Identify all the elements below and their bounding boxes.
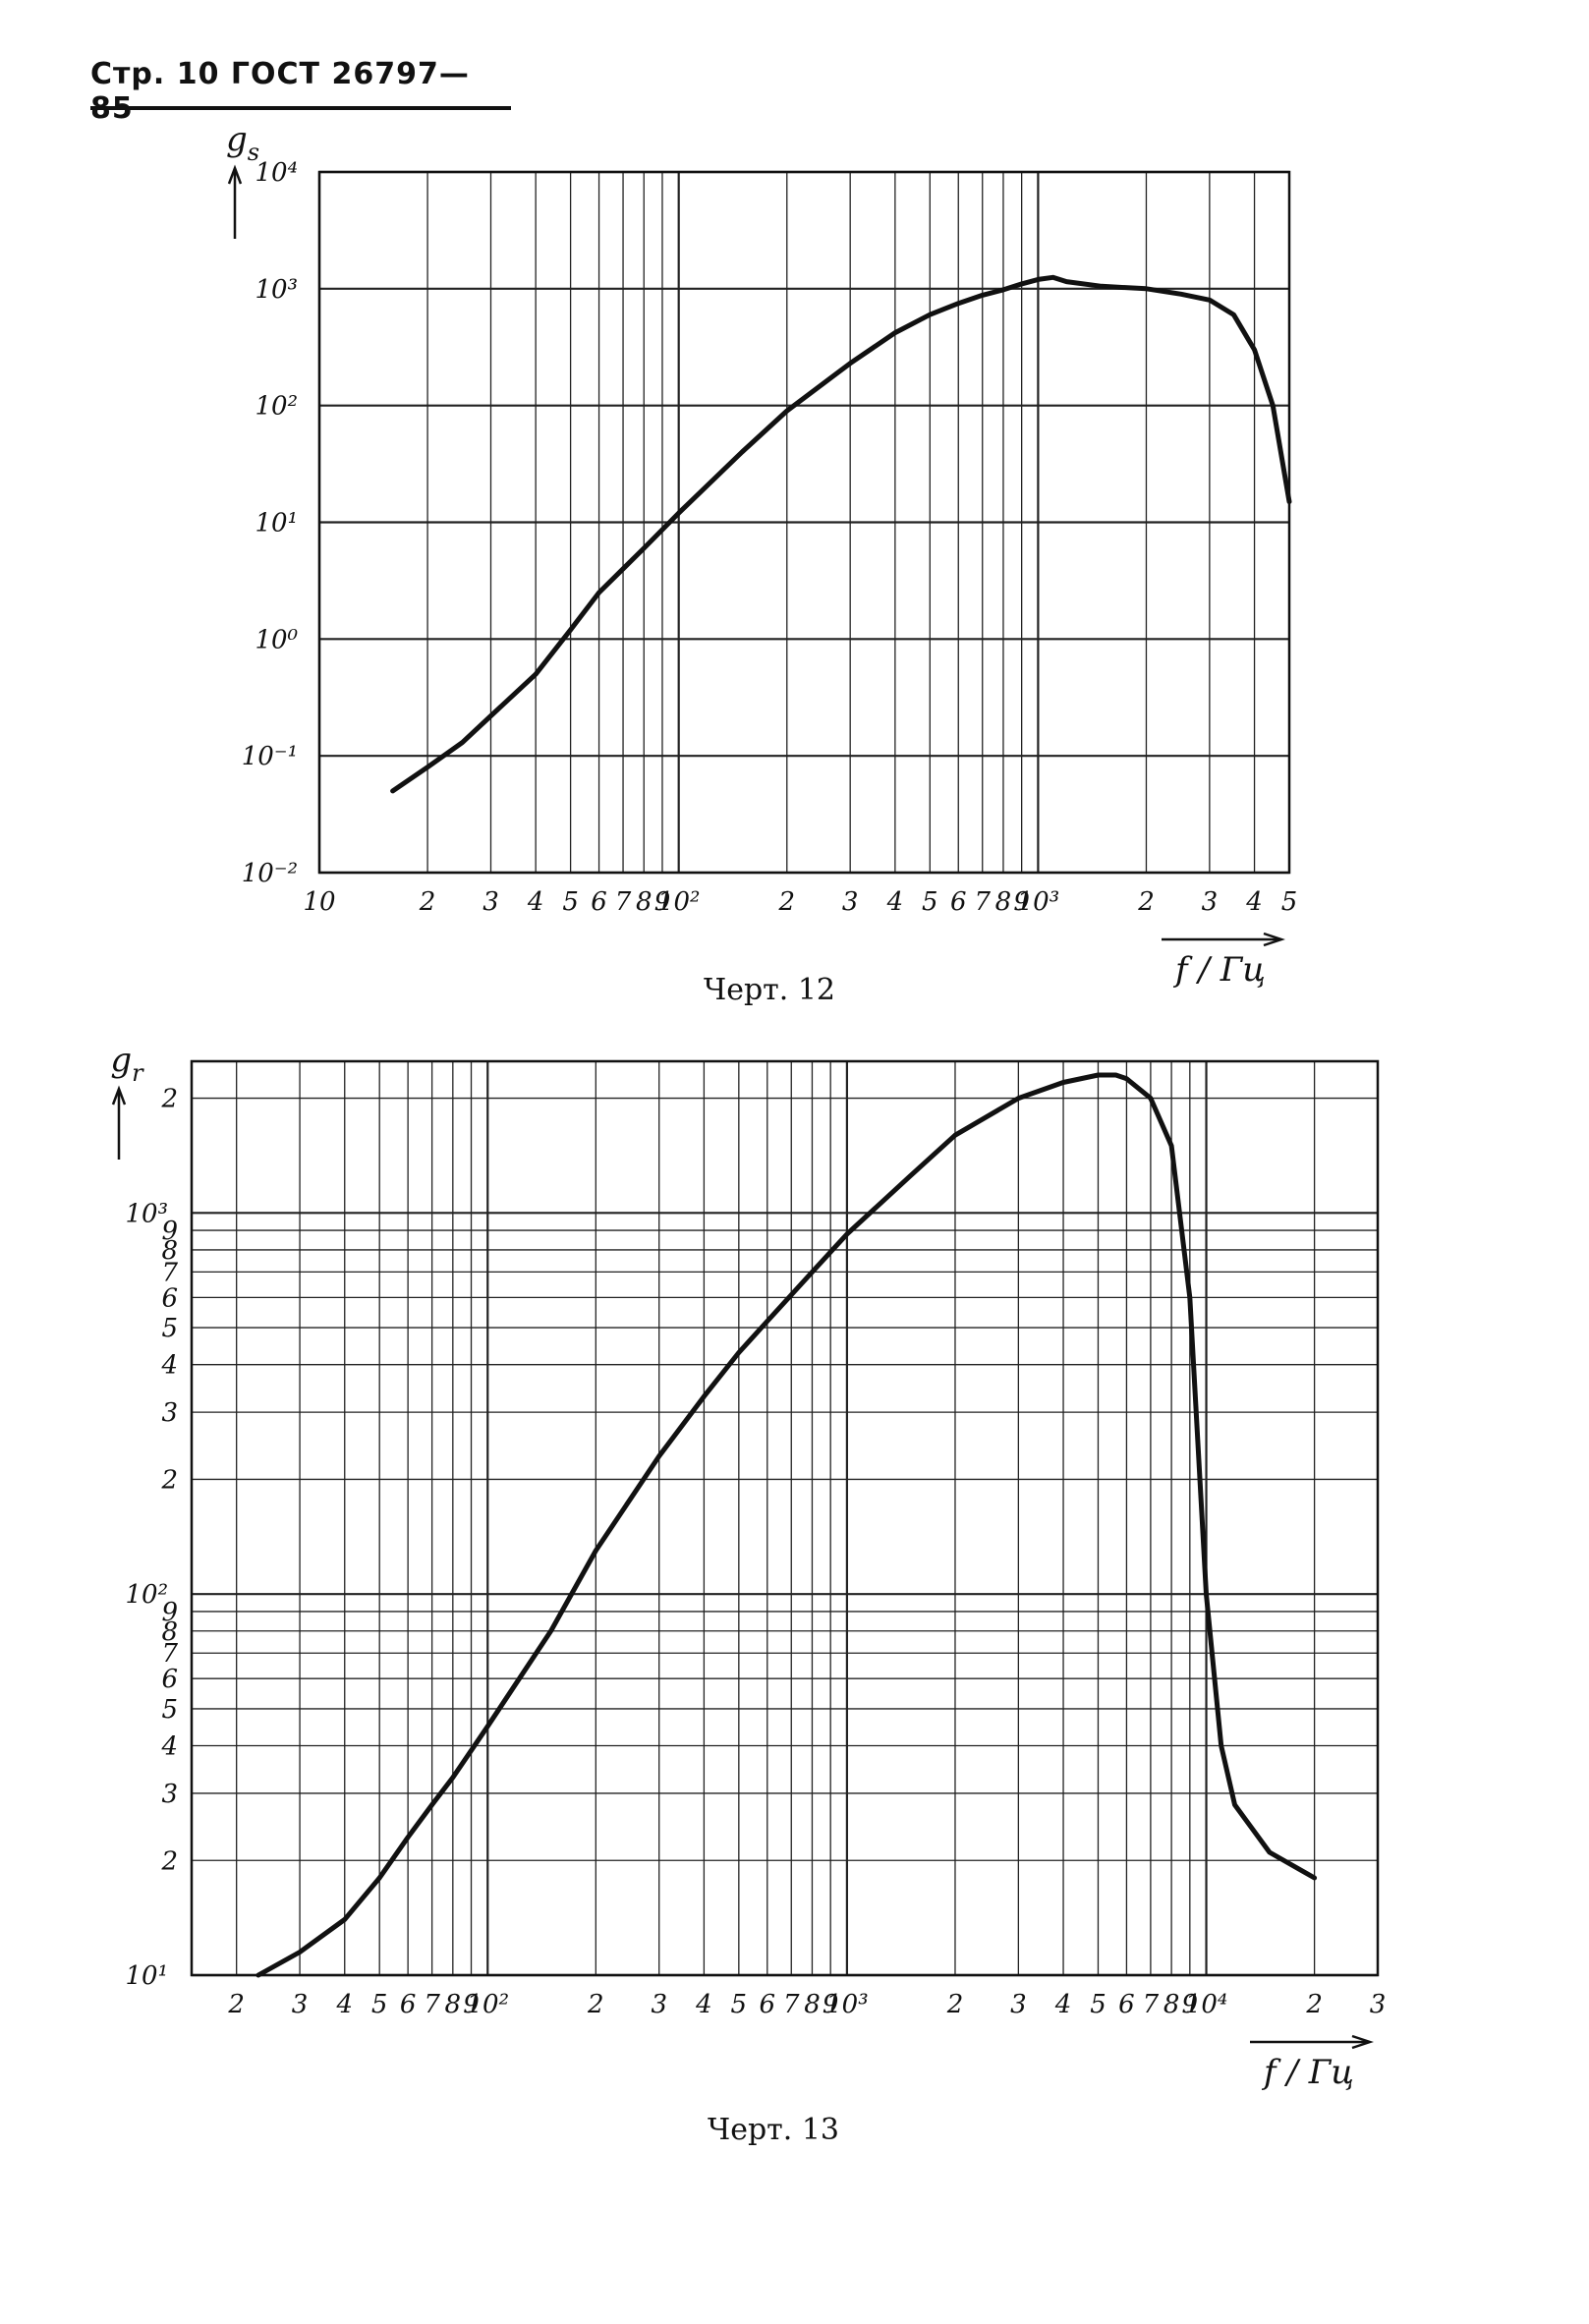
x-tick-label: 5 (1090, 1990, 1107, 2019)
x-axis-arrowhead (1263, 932, 1285, 947)
y-tick-label: 10² (125, 1580, 168, 1610)
x-tick-label: 10² (466, 1990, 509, 2019)
chart-12: gs (226, 120, 1292, 947)
y-tick-label: 10⁻² (242, 859, 298, 888)
x-tick-label: 2 (946, 1990, 964, 2019)
data-curve (390, 274, 1292, 794)
x-tick-label: 4 (1054, 1990, 1072, 2019)
y-axis-label: gr (110, 1041, 144, 1087)
x-tick-label: 6 (1118, 1990, 1135, 2019)
y-tick-label: 4 (160, 1351, 178, 1381)
x-tick-label: 2 (587, 1990, 604, 2019)
x-tick-label: 9 (1182, 1990, 1199, 2019)
chart-13: gr (110, 1041, 1380, 2050)
x-tick-label: 3 (1202, 887, 1219, 917)
y-axis-arrowhead (111, 1085, 127, 1105)
x-tick-label: 2 (1137, 887, 1155, 917)
x-tick-label: 5 (731, 1990, 748, 2019)
x-tick-label: 4 (695, 1990, 712, 2019)
y-tick-label: 9 (161, 1217, 178, 1246)
x-tick-label: 8 (1163, 1990, 1180, 2019)
y-tick-label: 10⁴ (255, 158, 298, 188)
y-tick-label: 7 (161, 1639, 178, 1669)
y-tick-label: 8 (161, 1236, 178, 1266)
y-tick-label: 10³ (125, 1199, 168, 1228)
x-tick-label: 2 (419, 887, 436, 917)
x-tick-label: 6 (591, 887, 607, 917)
x-tick-label: 5 (1281, 887, 1298, 917)
x-axis-arrowhead (1351, 2034, 1374, 2050)
x-tick-label: 3 (842, 887, 859, 917)
y-tick-label: 10⁰ (255, 625, 298, 654)
x-tick-label: 6 (400, 1990, 417, 2019)
x-tick-label: 10 (303, 887, 335, 917)
x-tick-label: 7 (615, 887, 632, 917)
x-tick-label: 5 (922, 887, 938, 917)
x-tick-label: 6 (950, 887, 967, 917)
y-tick-label: 10¹ (125, 1961, 168, 1991)
x-tick-label: 4 (1245, 887, 1263, 917)
x-tick-label: 3 (1010, 1990, 1027, 2019)
x-tick-label: 2 (227, 1990, 245, 2019)
x-tick-label: 3 (651, 1990, 667, 2019)
x-axis-label: f / Гц (1261, 2053, 1354, 2092)
x-tick-label: 9 (823, 1990, 839, 2019)
data-curve (255, 1072, 1318, 1978)
x-tick-label: 8 (445, 1990, 462, 2019)
x-tick-label: 3 (292, 1990, 309, 2019)
chart-12-caption: Черт. 12 (704, 973, 835, 1007)
y-tick-label: 9 (161, 1598, 178, 1627)
y-tick-label: 10² (255, 392, 298, 422)
x-tick-label: 4 (886, 887, 904, 917)
y-tick-label: 7 (161, 1258, 178, 1287)
x-tick-label: 6 (760, 1990, 776, 2019)
y-tick-label: 8 (161, 1617, 178, 1647)
y-tick-label: 2 (160, 1085, 178, 1114)
x-tick-label: 3 (1370, 1990, 1387, 2019)
y-tick-label: 2 (160, 1846, 178, 1876)
x-tick-label: 7 (974, 887, 991, 917)
y-tick-label: 10¹ (255, 509, 298, 538)
x-tick-label: 3 (482, 887, 499, 917)
x-tick-label: 9 (1013, 887, 1030, 917)
y-tick-label: 5 (161, 1314, 178, 1343)
x-axis-label: f / Гц (1172, 950, 1266, 990)
x-tick-label: 10³ (1017, 887, 1060, 917)
x-tick-label: 5 (562, 887, 579, 917)
x-tick-label: 7 (1143, 1990, 1160, 2019)
x-tick-label: 2 (1305, 1990, 1323, 2019)
x-tick-label: 8 (636, 887, 653, 917)
x-tick-label: 10² (657, 887, 701, 917)
y-tick-label: 2 (160, 1465, 178, 1495)
x-tick-label: 8 (804, 1990, 821, 2019)
y-tick-label: 10⁻¹ (242, 742, 298, 771)
x-tick-label: 4 (335, 1990, 353, 2019)
y-tick-label: 4 (160, 1732, 178, 1762)
x-tick-label: 4 (527, 887, 544, 917)
x-tick-label: 5 (371, 1990, 388, 2019)
y-tick-label: 3 (161, 1780, 178, 1809)
x-tick-label: 10³ (825, 1990, 869, 2019)
y-tick-label: 6 (161, 1665, 178, 1694)
x-tick-label: 10⁴ (1185, 1990, 1228, 2019)
y-tick-label: 5 (161, 1695, 178, 1725)
chart-13-caption: Черт. 13 (708, 2113, 839, 2147)
y-tick-label: 3 (161, 1398, 178, 1428)
x-tick-label: 7 (783, 1990, 800, 2019)
y-tick-label: 10³ (255, 275, 298, 305)
x-tick-label: 8 (995, 887, 1012, 917)
x-tick-label: 7 (424, 1990, 440, 2019)
y-axis-arrowhead (227, 164, 243, 185)
plot-frame (190, 1059, 1380, 1977)
plot-frame (317, 170, 1291, 875)
x-tick-label: 2 (778, 887, 796, 917)
x-tick-label: 9 (463, 1990, 480, 2019)
y-tick-label: 6 (161, 1283, 178, 1313)
x-tick-label: 9 (654, 887, 671, 917)
header-rule (90, 106, 511, 110)
